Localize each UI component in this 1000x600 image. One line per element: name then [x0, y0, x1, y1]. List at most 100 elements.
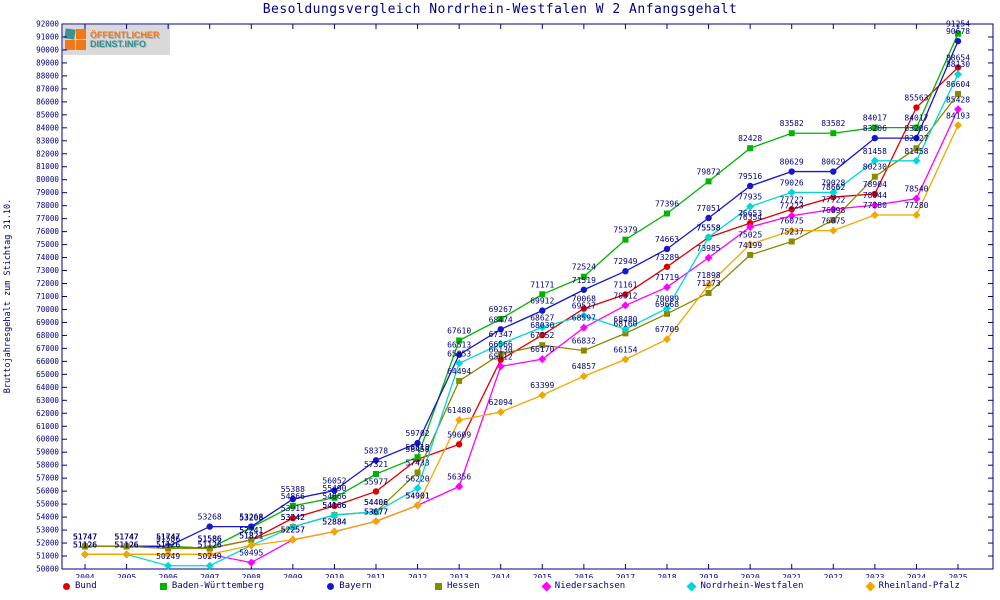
data-point [705, 178, 712, 185]
data-point [788, 238, 795, 245]
x-tick-label: 2010 [325, 573, 344, 578]
data-point-label: 66170 [530, 345, 554, 354]
x-tick-label: 2013 [450, 573, 469, 578]
data-point-label: 75379 [613, 226, 637, 235]
data-point-label: 51586 [198, 534, 222, 543]
y-tick-label: 64000 [36, 383, 59, 392]
data-point [580, 273, 587, 280]
data-point-label: 67709 [655, 325, 679, 334]
y-tick-label: 57000 [36, 474, 59, 483]
legend-label: Rheinland-Pfalz [878, 581, 960, 591]
data-point-label: 77223 [780, 202, 804, 211]
data-point-label: 52257 [281, 526, 305, 535]
data-point-label: 51747 [115, 532, 139, 541]
data-point [123, 543, 130, 550]
data-point [746, 182, 754, 190]
data-point [622, 291, 629, 298]
y-tick-label: 50000 [36, 565, 59, 574]
data-point-label: 68627 [530, 313, 554, 322]
data-point-label: 79028 [821, 178, 845, 187]
data-point-label: 66130 [489, 346, 513, 355]
data-point-label: 75237 [780, 228, 804, 237]
x-tick-label: 2009 [283, 573, 302, 578]
data-point-label: 77280 [863, 201, 887, 210]
y-tick-label: 60000 [36, 435, 59, 444]
y-tick-label: 83000 [36, 136, 59, 145]
data-point [455, 351, 463, 358]
data-point-label: 80629 [821, 158, 845, 167]
data-point-label: 53242 [281, 513, 305, 522]
logo-square-orange [76, 40, 86, 50]
x-tick-label: 2021 [782, 573, 801, 578]
x-tick-label: 2016 [574, 573, 593, 578]
data-point-label: 51821 [239, 531, 263, 540]
data-point [497, 351, 504, 358]
plot-border [61, 23, 994, 570]
data-point-label: 56220 [406, 474, 430, 483]
legend-item-Bayern: Bayern [327, 581, 372, 591]
data-point [955, 91, 961, 98]
x-tick-label: 2015 [533, 573, 552, 578]
series-Baden-Württemberg [82, 30, 961, 552]
y-tick-label: 52000 [36, 539, 59, 548]
data-point [621, 325, 630, 334]
data-point-label: 71273 [697, 279, 721, 288]
data-point [206, 545, 213, 552]
data-point [622, 236, 629, 243]
logo-text-line1: ÖFFENTLICHER [90, 30, 160, 40]
data-point [164, 550, 173, 559]
data-point-label: 77396 [655, 200, 679, 209]
y-tick-label: 56000 [36, 487, 59, 496]
data-point-label: 51126 [115, 540, 139, 549]
data-point [913, 104, 920, 111]
data-point-label: 75558 [697, 223, 721, 232]
data-point [496, 362, 505, 371]
y-tick-label: 70000 [36, 305, 59, 314]
data-point-label: 51747 [73, 532, 97, 541]
series-Bund [81, 64, 962, 552]
data-point [663, 283, 671, 292]
y-tick-label: 85000 [36, 110, 59, 119]
data-point-label: 81458 [863, 147, 887, 156]
oeffentlicher-dienst-logo[interactable]: ÖFFENTLICHER DIENST.INFO [63, 25, 170, 55]
data-point-label: 51126 [198, 540, 222, 549]
data-point [538, 391, 547, 400]
data-point-label: 50495 [239, 549, 263, 558]
data-point [913, 124, 920, 131]
data-point [788, 130, 795, 137]
data-point-label: 66566 [489, 340, 513, 349]
data-point-label: 77722 [821, 195, 845, 204]
data-point-label: 67347 [489, 330, 513, 339]
data-point-label: 51126 [73, 540, 97, 549]
data-point-label: 72949 [613, 257, 637, 266]
data-point [413, 501, 422, 510]
data-point [829, 205, 838, 214]
data-point [830, 216, 837, 223]
legend-marker-icon [63, 582, 70, 590]
data-point-label: 51821 [239, 531, 263, 540]
data-point-label: 80629 [780, 158, 804, 167]
data-point [870, 211, 879, 220]
data-point-label: 69668 [655, 300, 679, 309]
data-point-label: 50249 [156, 552, 180, 561]
logo-text-line2: DIENST.INFO [90, 39, 147, 49]
data-point-label: 71171 [530, 280, 554, 289]
data-point-label: 51747 [156, 532, 180, 541]
data-point [455, 482, 464, 491]
data-point [955, 30, 961, 37]
y-tick-label: 87000 [36, 84, 59, 93]
logo-mosaic-icon [64, 28, 87, 51]
data-point [122, 550, 131, 559]
data-point [373, 471, 379, 478]
data-point-label: 69912 [530, 297, 554, 306]
legend-item-Baden-Württemberg: Baden-Württemberg [159, 581, 264, 591]
data-point-label: 59702 [406, 429, 430, 438]
data-point [870, 201, 879, 210]
y-tick-label: 81000 [36, 162, 59, 171]
x-tick-label: 2012 [408, 573, 427, 578]
data-point-label: 74663 [655, 235, 679, 244]
data-point [372, 517, 380, 526]
data-point [206, 523, 213, 530]
y-tick-label: 66000 [36, 357, 59, 366]
data-point [746, 240, 755, 249]
